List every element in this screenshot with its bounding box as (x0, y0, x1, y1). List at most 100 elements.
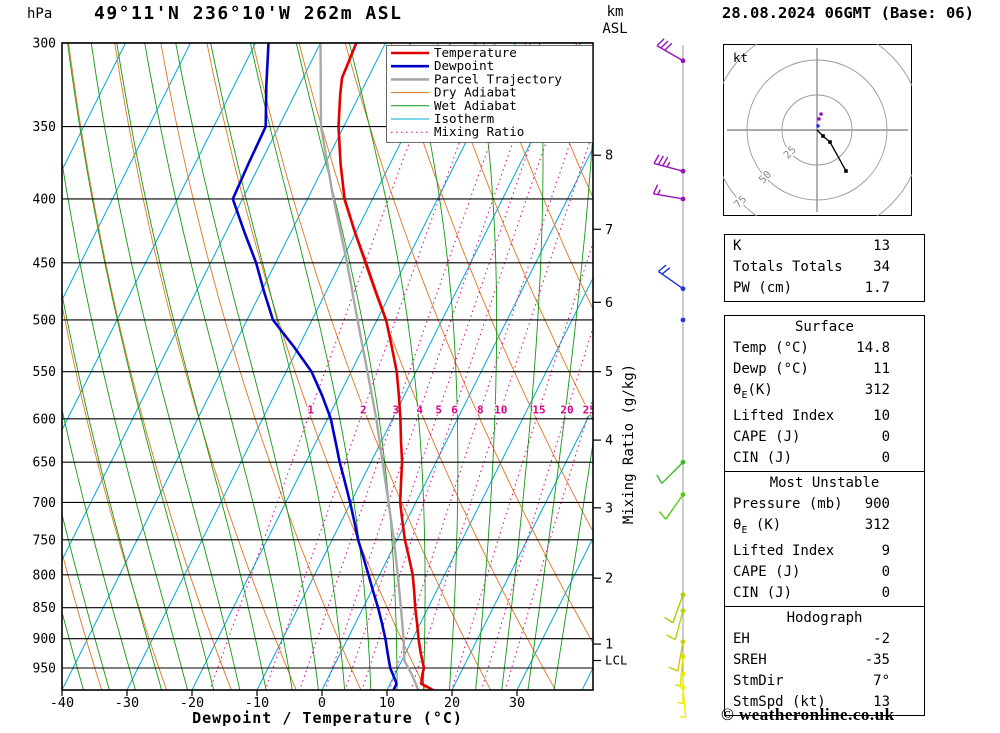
svg-text:-10: -10 (245, 695, 269, 711)
legend-label: Isotherm (434, 111, 494, 126)
stat-value: -2 (873, 630, 890, 647)
stat-label: EH (733, 630, 750, 647)
sounding-curves (231, 43, 434, 690)
stat-value: 7° (873, 672, 890, 689)
svg-text:6: 6 (451, 404, 458, 417)
plot-border (61, 42, 594, 691)
table-surface: Surface Temp (°C) 14.8 Dewp (°C) 11 θE(K) 312 L… (724, 315, 925, 472)
wind-barb-staff (661, 461, 684, 484)
background-lines (62, 43, 593, 690)
svg-text:750: 750 (33, 533, 56, 548)
svg-text:10: 10 (379, 695, 395, 711)
stat-value: 13 (873, 238, 890, 254)
stat-label: CAPE (J) (733, 428, 801, 445)
svg-text:30: 30 (509, 695, 525, 711)
table-row: Lifted Index 9 (725, 541, 924, 562)
svg-text:5: 5 (435, 404, 442, 417)
stat-label: StmSpd (kt) (733, 693, 826, 710)
table-row: Totals Totals 34 (725, 257, 924, 278)
hodograph-level-dot (819, 112, 823, 116)
stat-label: K (733, 238, 742, 254)
hodograph-trace-dot (828, 140, 832, 144)
legend-label: Wet Adiabat (434, 98, 517, 113)
mixing-ratio-labels: 1 2 3 4 5 6 8 10 15 20 25 (306, 402, 596, 418)
stat-value: 13 (873, 693, 890, 710)
stat-value: 9 (881, 542, 890, 559)
km-unit-label: km (606, 4, 624, 20)
wind-barb-staff (665, 494, 684, 520)
svg-text:700: 700 (33, 496, 56, 511)
height-axis-unit: km ASL (594, 4, 636, 38)
svg-text:0: 0 (318, 695, 326, 711)
svg-text:20: 20 (444, 695, 460, 711)
stat-value: 312 (864, 516, 890, 533)
svg-text:7: 7 (605, 222, 613, 238)
hodograph-ring (746, 59, 888, 201)
wind-barb-staff (674, 610, 684, 641)
temperature-curve (337, 43, 434, 690)
svg-text:20: 20 (560, 404, 573, 417)
station-location-title: 49°11'N 236°10'W 262m ASL (94, 3, 403, 24)
wind-barb-staff (672, 594, 684, 624)
wind-barb-column (652, 38, 687, 719)
table-row: CIN (J) 0 (725, 448, 924, 469)
table-title: Surface (794, 319, 854, 335)
wind-barb-dot (680, 608, 686, 614)
table-row: θE (K) 312 (725, 515, 924, 541)
stat-value: 900 (864, 495, 890, 512)
mixing-ratio-axis-title: Mixing Ratio (g/kg) (621, 363, 637, 525)
svg-text:1: 1 (605, 637, 613, 653)
wind-barb-dot (680, 592, 686, 598)
stat-value: 14.8 (856, 340, 890, 356)
stat-label: Lifted Index (733, 542, 835, 559)
svg-text:3: 3 (605, 500, 613, 516)
table-title: Most Unstable (769, 474, 880, 491)
stat-label: Temp (°C) (733, 340, 809, 356)
stat-label: CIN (J) (733, 449, 793, 466)
svg-text:500: 500 (33, 313, 56, 328)
svg-text:1: 1 (307, 404, 314, 417)
svg-text:-30: -30 (115, 695, 139, 711)
legend-label: Parcel Trajectory (434, 71, 562, 86)
stat-label: Lifted Index (733, 407, 835, 424)
skewt-diagram: 1 2 3 4 5 6 8 10 15 20 253003504004505005506006507… (33, 36, 687, 719)
hodograph-ring (781, 94, 853, 166)
run-datetime: 28.08.2024 06GMT (Base: 06) (722, 4, 974, 22)
x-axis-title: Dewpoint / Temperature (°C) (192, 709, 463, 727)
table-most-unstable: Most Unstable Pressure (mb) 900 θE (K) 312 Li… (724, 470, 925, 607)
stat-value: 0 (881, 584, 890, 601)
table-row: StmSpd (kt) 13 (725, 692, 924, 713)
svg-text:650: 650 (33, 456, 56, 471)
asl-unit-label: ASL (602, 21, 628, 37)
wind-barb-staff (656, 45, 684, 62)
svg-text:350: 350 (33, 120, 56, 135)
stat-label: Dewp (°C) (733, 361, 809, 377)
stat-value: 312 (864, 382, 890, 398)
svg-text:LCL: LCL (605, 653, 628, 668)
hodograph-trace (816, 129, 847, 172)
svg-text:2: 2 (360, 404, 367, 417)
temperature-axis: -40 -30 -20 -10 0 10 20 30 (50, 690, 525, 711)
svg-text:900: 900 (33, 632, 56, 647)
svg-text:6: 6 (605, 295, 613, 311)
svg-text:25: 25 (583, 404, 596, 417)
svg-text:10: 10 (494, 404, 507, 417)
svg-text:2: 2 (605, 571, 613, 587)
stats-panel: K 13 Totals Totals 34 PW (cm) 1.7 Surface Temp … (724, 234, 925, 716)
wind-barb-staff (677, 641, 684, 672)
copyright: © weatheronline.co.uk (721, 705, 895, 724)
wind-barb-staff (679, 656, 684, 687)
table-row: Pressure (mb) 900 (725, 494, 924, 515)
table-row: Lifted Index 10 (725, 406, 924, 427)
legend-label: Temperature (434, 45, 517, 60)
wind-barb-staff (658, 270, 684, 290)
table-row: Temp (°C) 14.8 (725, 338, 924, 359)
stat-label: Totals Totals (733, 259, 843, 275)
svg-text:15: 15 (532, 404, 545, 417)
legend-label: Dry Adiabat (434, 85, 517, 100)
table-row: CIN (J) 0 (725, 583, 924, 604)
hodograph-level-dot (816, 124, 820, 128)
